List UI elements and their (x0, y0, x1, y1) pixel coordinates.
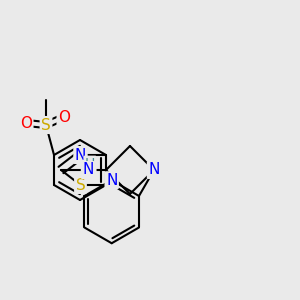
Text: N: N (82, 163, 94, 178)
Text: N: N (75, 148, 86, 163)
Text: N: N (148, 163, 160, 178)
Text: S: S (76, 178, 85, 193)
Text: N: N (106, 173, 117, 188)
Text: H: H (85, 157, 95, 171)
Text: O: O (58, 110, 70, 124)
Text: O: O (20, 116, 32, 130)
Text: S: S (41, 118, 51, 133)
